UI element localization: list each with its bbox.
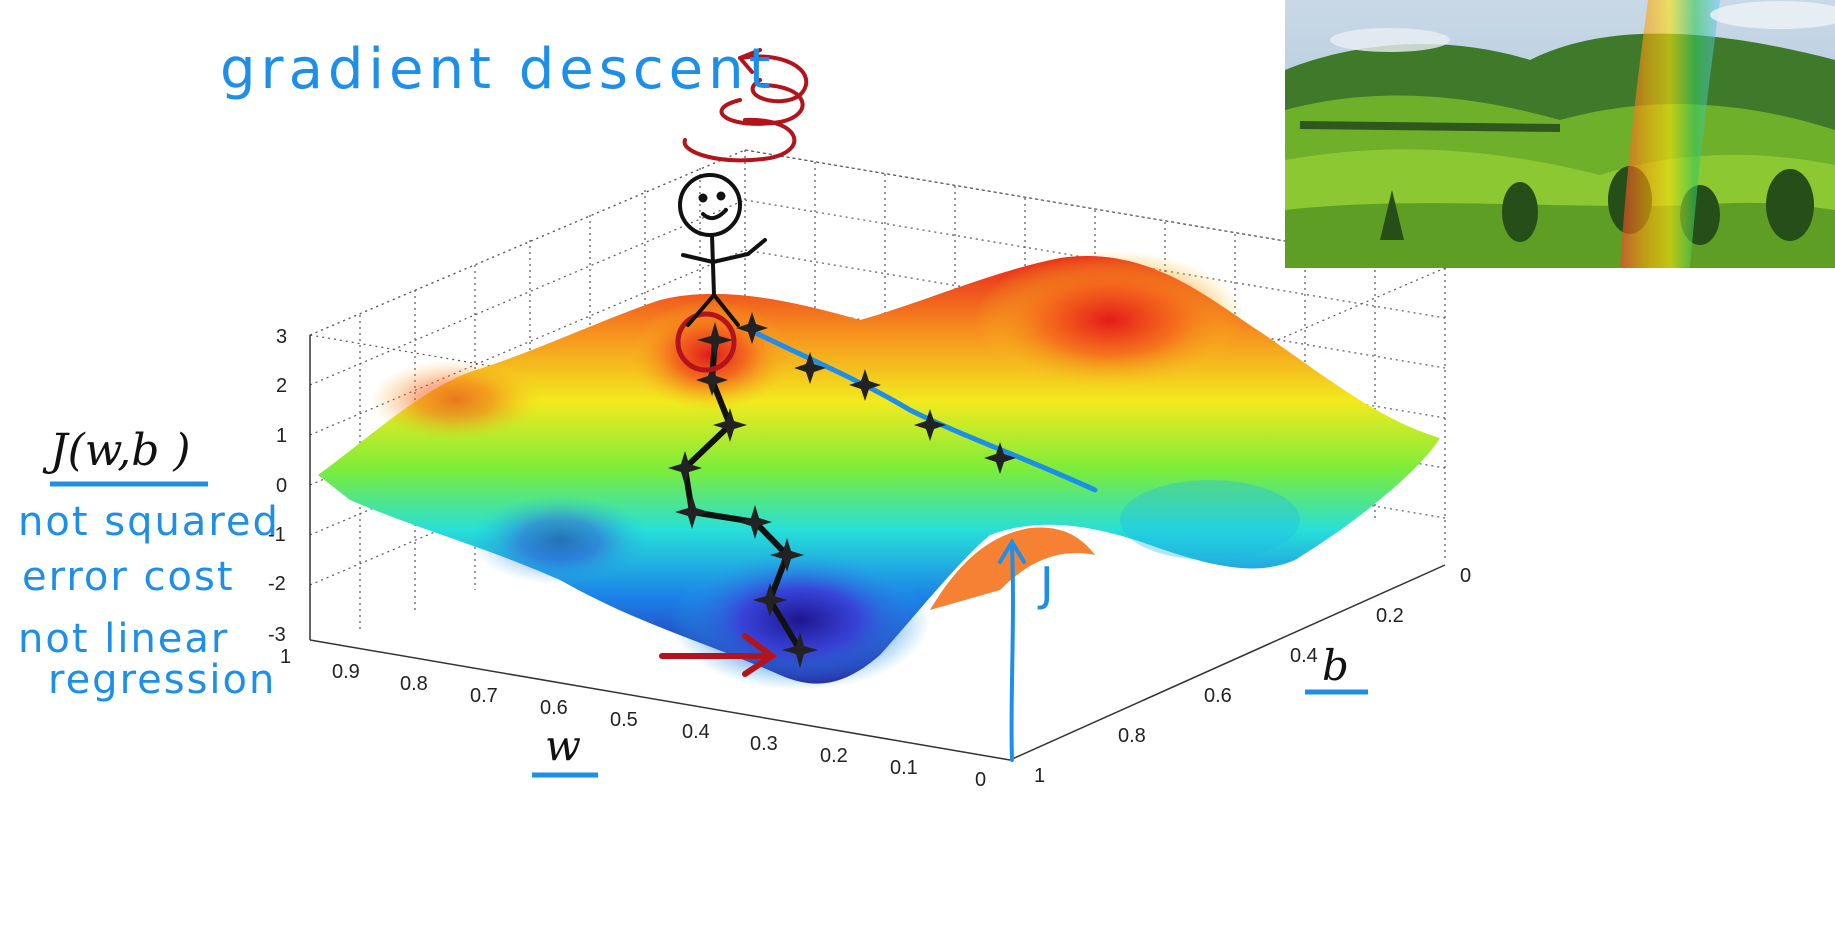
cost-surface — [318, 250, 1440, 690]
w-tick: 0.4 — [682, 721, 710, 743]
z-axis-ticks: 3 2 1 0 -1 -2 -3 — [268, 326, 287, 646]
w-axis-label: w — [545, 721, 581, 770]
star-marker-icon — [738, 505, 772, 539]
b-axis-label: b — [1322, 641, 1349, 690]
z-tick: -1 — [268, 524, 286, 546]
start-point-circle — [675, 311, 737, 373]
note-not-squared: not squared — [18, 499, 280, 545]
b-axis-ticks: 0 0.2 0.4 0.6 0.8 1 — [1034, 565, 1471, 787]
b-tick: 1 — [1034, 765, 1045, 787]
star-marker-icon — [697, 322, 733, 358]
star-marker-icon — [849, 369, 881, 401]
w-axis-ticks: 1 0.9 0.8 0.7 0.6 0.5 0.4 0.3 0.2 0.1 0 — [280, 646, 986, 791]
b-tick: 0.2 — [1376, 605, 1404, 627]
w-tick: 0.9 — [332, 661, 360, 683]
note-not-linear: not linear — [18, 616, 229, 662]
stick-figure-icon — [678, 173, 767, 327]
note-regression: regression — [48, 657, 276, 703]
z-tick: 1 — [276, 425, 287, 447]
landscape-photo — [1285, 0, 1835, 269]
star-marker-icon — [713, 408, 747, 442]
b-tick: 0 — [1460, 565, 1471, 587]
b-tick: 0.4 — [1290, 645, 1318, 667]
red-minimum-arrow — [659, 633, 778, 677]
j-height-arrow — [998, 538, 1026, 762]
cost-function-label: J(w,b ) — [42, 425, 191, 476]
w-tick: 0.2 — [820, 745, 848, 767]
star-marker-icon — [675, 495, 709, 529]
blue-descent-path — [747, 327, 1098, 493]
star-marker-icon — [782, 632, 818, 668]
star-marker-icon — [770, 538, 804, 572]
spin-scribble-icon — [682, 48, 809, 163]
star-marker-icon — [668, 451, 702, 485]
w-tick: 1 — [280, 646, 291, 668]
w-tick: 0.6 — [540, 697, 568, 719]
z-tick: 0 — [276, 475, 287, 497]
w-tick: 0.1 — [890, 757, 918, 779]
z-tick: -3 — [268, 624, 286, 646]
z-tick: 2 — [276, 375, 287, 397]
star-markers — [668, 312, 1016, 668]
note-error-cost: error cost — [22, 554, 235, 600]
z-tick: 3 — [276, 326, 287, 348]
star-marker-icon — [696, 364, 728, 396]
star-marker-icon — [794, 352, 826, 384]
w-tick: 0.5 — [610, 709, 638, 731]
w-tick: 0.8 — [400, 673, 428, 695]
w-tick: 0.3 — [750, 733, 778, 755]
z-tick: -2 — [268, 573, 286, 595]
w-tick: 0.7 — [470, 685, 498, 707]
star-marker-icon — [914, 409, 946, 441]
j-arrow-label: J — [1037, 557, 1054, 611]
axes — [309, 335, 1446, 761]
b-tick: 0.6 — [1204, 685, 1232, 707]
w-tick: 0 — [975, 769, 986, 791]
star-marker-icon — [753, 583, 787, 617]
star-marker-icon — [736, 312, 768, 344]
star-marker-icon — [984, 442, 1016, 474]
gradient-descent-title: gradient descent — [220, 37, 776, 102]
b-tick: 0.8 — [1118, 725, 1146, 747]
